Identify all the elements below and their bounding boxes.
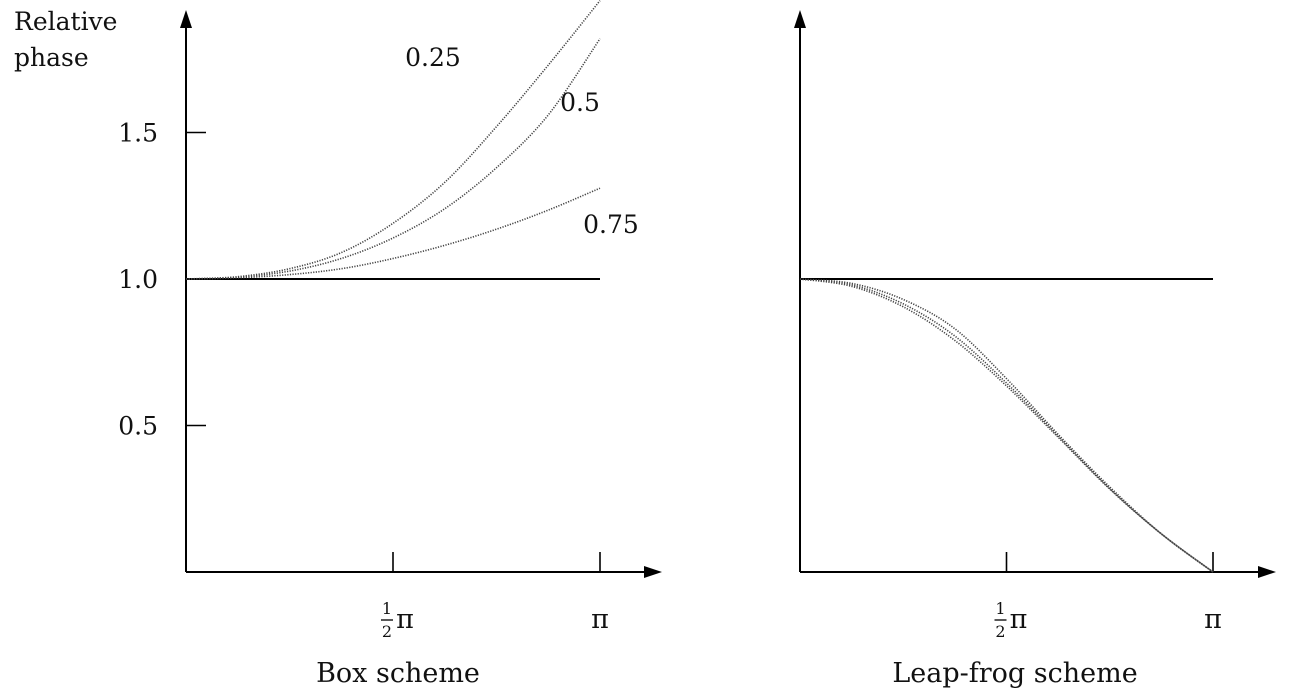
series-curves [185,0,601,280]
series-label: 0.75 [583,210,639,239]
x-tick-label-symbol: π [1010,604,1028,635]
x-tick-label-numerator: 1 [382,599,392,618]
y-axis-arrowhead [180,10,192,28]
series-curve-3 [185,187,601,280]
series-curve-2 [799,278,1214,573]
y-tick-label: 1.5 [118,119,158,148]
leapfrog-scheme-panel: 12 π π Leap-frog scheme [794,10,1276,689]
y-tick-label: 0.5 [118,412,158,441]
x-tick-label-symbol: π [396,604,414,635]
series-label: 0.25 [405,43,461,72]
series-labels: 0.25 0.5 0.75 [405,43,639,239]
chart-title: Box scheme [316,658,480,689]
y-ticks: 0.5 1.0 1.5 [118,119,206,441]
series-label: 0.5 [560,88,600,117]
series-curve-1 [799,278,1214,573]
series-curve-1 [185,0,601,280]
series-curves [799,278,1214,573]
x-ticks: 12 π π [994,552,1222,641]
y-axis-label-line1: Relative [14,7,117,36]
x-tick-label-denominator: 2 [995,622,1005,641]
x-ticks: 12 π π [381,552,609,641]
x-axis-arrowhead [1258,566,1276,578]
y-tick-label: 1.0 [118,265,158,294]
x-tick-label-symbol: π [1204,604,1222,635]
y-axis-label-line2: phase [14,43,89,72]
chart-title: Leap-frog scheme [892,658,1137,689]
series-curve-3 [799,278,1214,573]
x-tick-label-denominator: 2 [382,622,392,641]
x-tick-label-numerator: 1 [995,599,1005,618]
box-scheme-panel: Relative phase 0.51.01.5 12 π π 0.250.50.7… [14,0,662,689]
y-axis-arrowhead [794,10,806,28]
x-tick-label-symbol: π [591,604,609,635]
x-axis-arrowhead [644,566,662,578]
series-curve-2 [185,38,601,280]
